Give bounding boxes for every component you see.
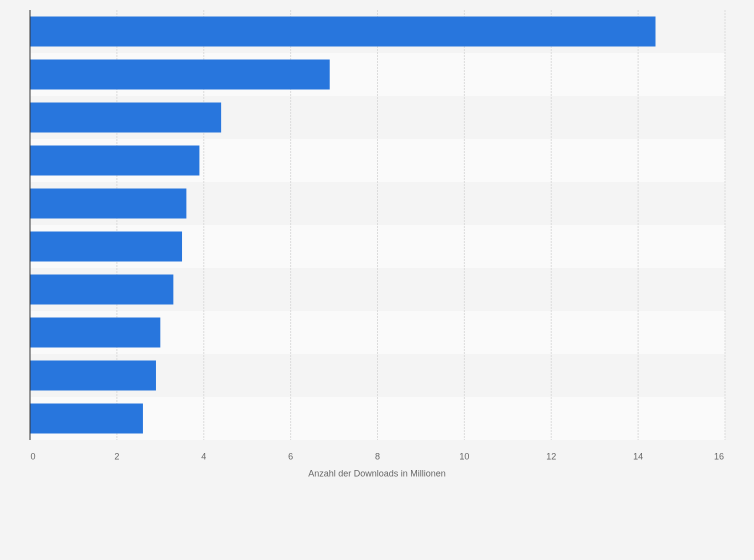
bar (30, 231, 183, 262)
bar (30, 274, 174, 305)
bar (30, 102, 222, 133)
x-axis-label: Anzahl der Downloads in Millionen (308, 468, 446, 478)
x-tick-label: 12 (546, 451, 556, 461)
bar (30, 16, 656, 47)
bar (30, 188, 187, 219)
bar (30, 145, 200, 176)
bar (30, 360, 156, 391)
x-tick-label: 16 (714, 451, 724, 461)
x-tick-label: 14 (633, 451, 643, 461)
x-tick-label: 0 (30, 451, 35, 461)
bar (30, 403, 143, 434)
x-tick-label: 2 (114, 451, 119, 461)
x-tick-label: 6 (288, 451, 293, 461)
bar (30, 59, 330, 90)
bar (30, 317, 161, 348)
x-tick-label: 4 (201, 451, 206, 461)
x-tick-label: 8 (375, 451, 380, 461)
x-tick-label: 10 (459, 451, 469, 461)
